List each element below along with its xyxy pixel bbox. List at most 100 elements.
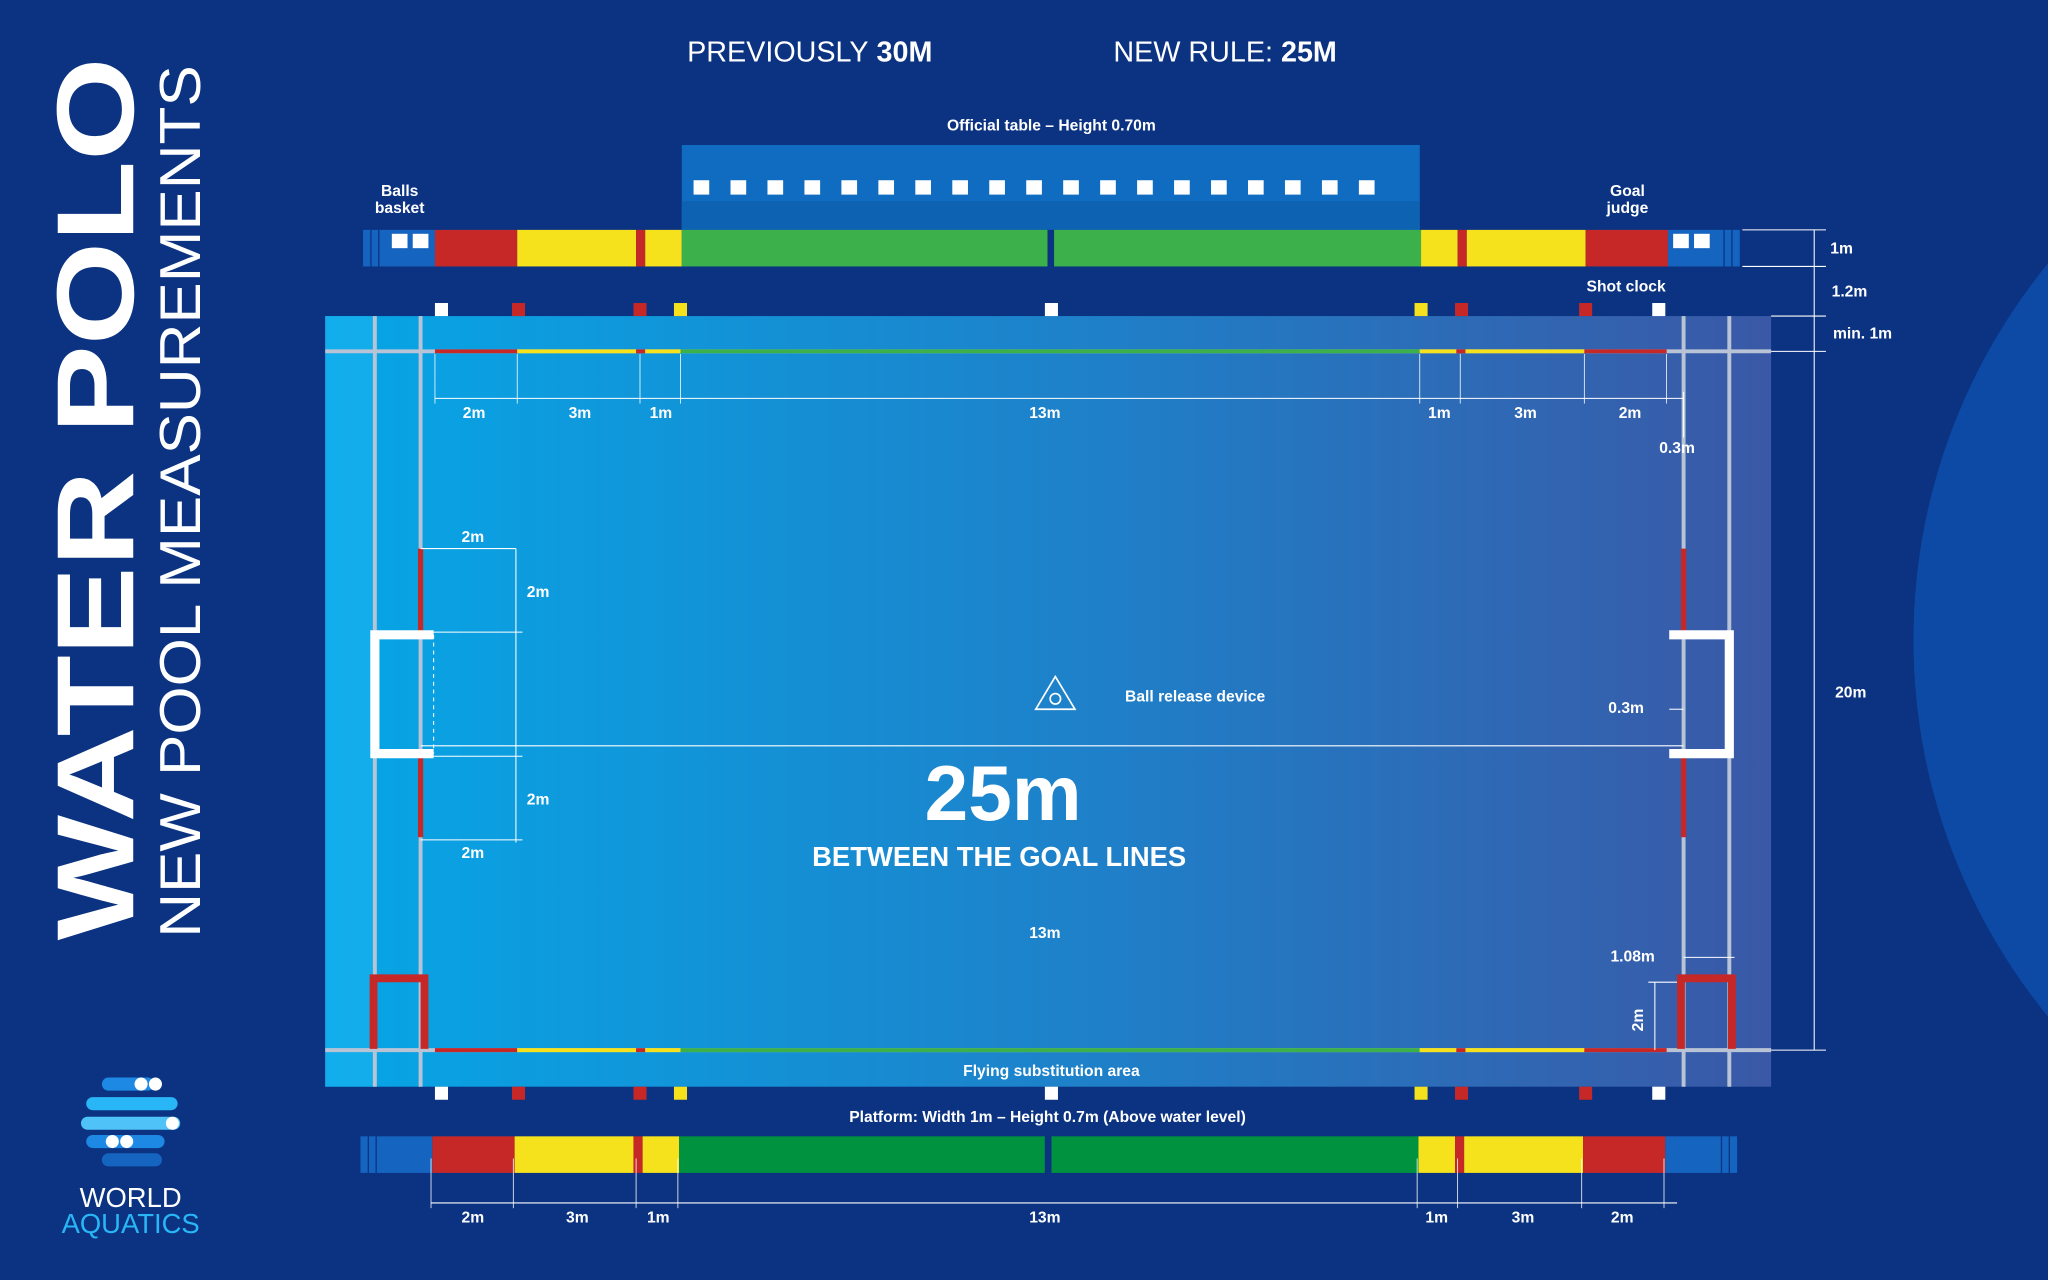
top-platform-segment xyxy=(1585,229,1668,267)
balls-basket xyxy=(1673,233,1689,249)
dimension-label: 2m xyxy=(1619,405,1642,422)
seat xyxy=(841,180,858,195)
seat xyxy=(1137,180,1153,195)
bottom-platform-segment-gap xyxy=(1044,1136,1052,1173)
header-previous-label: PREVIOUSLY xyxy=(687,36,868,68)
official-table-label: Official table – Height 0.70m xyxy=(947,118,1156,135)
side-marker xyxy=(673,303,688,317)
logo-mark xyxy=(80,1077,181,1167)
sidebar-title: WATER POLO xyxy=(35,57,157,940)
pool xyxy=(325,316,1772,1087)
dimension-label: 3m xyxy=(1512,1210,1535,1227)
seat xyxy=(1248,180,1264,195)
header-new: NEW RULE: 25M xyxy=(1113,36,1336,68)
goal-dim: 0.3m xyxy=(1608,700,1644,717)
goal-dim: 1.08m xyxy=(1610,948,1654,965)
goal-judge-label: Goal judge xyxy=(1606,183,1649,217)
side-marker xyxy=(1579,1086,1593,1100)
header-previous-value: 30M xyxy=(877,36,933,68)
label-line: judge xyxy=(1606,200,1649,217)
balls-basket-label: Balls basket xyxy=(375,183,425,217)
dimension-label: 1m xyxy=(647,1210,670,1227)
balls-basket xyxy=(391,233,408,249)
side-marker xyxy=(673,1086,688,1100)
side-marker xyxy=(1044,1086,1058,1100)
generated-layer: 2m 3m 1m 13m 1m 3m 2m 2m 3m 1m 13m 1m 3m 2m xyxy=(360,229,1740,1227)
balls-basket xyxy=(1694,233,1710,249)
ball-release-icon xyxy=(1034,674,1077,711)
right-dimension-lines xyxy=(420,229,1826,1051)
goal-dim: 0.3m xyxy=(1659,440,1695,457)
side-marker xyxy=(1414,1086,1428,1100)
gap-dim: 1.2m xyxy=(1832,283,1868,300)
flying-substitution-label: Flying substitution area xyxy=(963,1063,1140,1080)
logo-line2: AQUATICS xyxy=(62,1208,200,1239)
pool-edge xyxy=(325,316,375,1087)
pool-lines xyxy=(325,316,1772,1087)
side-marker xyxy=(1455,303,1469,317)
reentry-left xyxy=(369,974,429,1049)
side-marker xyxy=(1652,303,1666,317)
seat xyxy=(1026,180,1042,195)
dimension-label: 1m xyxy=(1428,405,1451,422)
decor-circle xyxy=(1913,263,2048,1017)
dimension-label: 1m xyxy=(1425,1210,1448,1227)
logo-line1: WORLD xyxy=(80,1182,182,1213)
dimension-label: 3m xyxy=(566,1210,589,1227)
dimension-label: 3m xyxy=(569,405,592,422)
dimension-label: 2m xyxy=(461,1210,484,1227)
goal-dim: 2m xyxy=(527,584,550,601)
side-marker xyxy=(512,1086,526,1100)
goal-dim: 2m xyxy=(1630,1009,1647,1032)
platform-label: Platform: Width 1m – Height 0.7m (Above … xyxy=(849,1109,1246,1126)
width-label: 13m xyxy=(1029,925,1060,942)
seat xyxy=(989,180,1005,195)
seat xyxy=(730,180,747,195)
goal-dim: 2m xyxy=(461,529,484,546)
dimension-label: 3m xyxy=(1514,405,1537,422)
bottom-platform-segment xyxy=(1583,1136,1666,1173)
side-marker xyxy=(1579,303,1593,317)
header-new-label: NEW RULE: xyxy=(1113,36,1273,68)
reentry-right xyxy=(1677,974,1736,1049)
top-platform-segment xyxy=(636,229,646,267)
dimension-label: 2m xyxy=(463,405,486,422)
balls-basket xyxy=(412,233,429,249)
seat xyxy=(1321,180,1338,195)
goal-right xyxy=(1669,630,1734,759)
seat xyxy=(1063,180,1079,195)
bottom-platform-segment xyxy=(633,1136,643,1173)
seat xyxy=(693,180,710,195)
top-platform-segment xyxy=(434,229,518,267)
top-platform-segment xyxy=(681,229,1048,267)
bottom-platform-segment xyxy=(1464,1136,1584,1173)
official-table-front xyxy=(681,201,1420,230)
bottom-platform-segment xyxy=(514,1136,634,1173)
bottom-platform-segment xyxy=(1665,1136,1738,1173)
bottom-platform-segment xyxy=(360,1136,433,1173)
top-platform-segment xyxy=(1466,229,1586,267)
ball-release-label: Ball release device xyxy=(1125,688,1265,705)
header-previous: PREVIOUSLY 30M xyxy=(687,36,932,68)
goal-dim: 2m xyxy=(527,792,550,809)
side-marker xyxy=(1652,1086,1666,1100)
sidebar-subtitle: NEW POOL MEASUREMENTS xyxy=(149,65,213,937)
shot-clock-label: Shot clock xyxy=(1587,278,1666,295)
top-platform-segment xyxy=(645,229,682,267)
side-marker xyxy=(633,1086,647,1100)
side-marker xyxy=(1044,303,1058,317)
dimension-label: 2m xyxy=(1611,1210,1634,1227)
side-marker xyxy=(512,303,526,317)
center-caption: BETWEEN THE GOAL LINES xyxy=(812,841,1186,872)
seat xyxy=(915,180,932,195)
dimension-label: 1m xyxy=(650,405,673,422)
seat xyxy=(1174,180,1190,195)
goal-dim: 2m xyxy=(461,845,484,862)
side-marker xyxy=(434,1086,448,1100)
side-marker xyxy=(1455,1086,1469,1100)
goal-left xyxy=(370,630,434,759)
deck-dim: min. 1m xyxy=(1833,325,1892,342)
